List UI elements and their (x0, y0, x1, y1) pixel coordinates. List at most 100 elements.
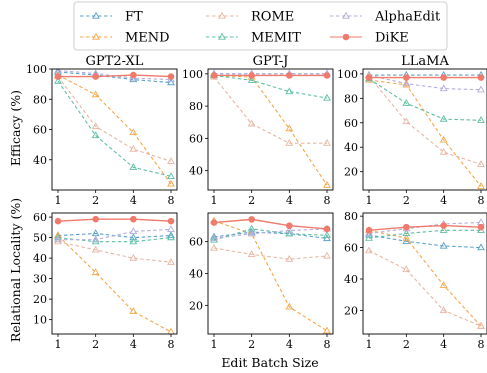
point-dike (167, 73, 175, 80)
legend-marker-alphaedit (342, 11, 350, 19)
point-mend (91, 90, 100, 98)
point-alphaedit (54, 235, 62, 243)
legend-item-mend: MEND (80, 31, 170, 46)
x-tick-label: 2 (248, 338, 255, 351)
series-group-panel-r0-c0 (54, 69, 175, 187)
series-line-dike (58, 74, 172, 78)
point-rome (323, 139, 331, 146)
point-rome (167, 157, 175, 164)
y-tick-label: 100 (337, 68, 358, 81)
series-line-alphaedit (57, 69, 172, 81)
y-tick-label: 60 (344, 117, 358, 130)
point-dike (323, 72, 331, 79)
point-mend (129, 307, 138, 315)
point-memit (365, 233, 373, 241)
point-rome (285, 254, 294, 262)
x-tick-label: 1 (366, 194, 373, 207)
series-line-rome (213, 76, 327, 144)
point-memit (129, 163, 138, 170)
point-rome (129, 253, 138, 261)
y-tick-label: 10 (33, 314, 47, 327)
point-dike (167, 217, 175, 225)
point-dike (248, 216, 255, 223)
point-rome (247, 250, 256, 257)
panel-r1-c0: 10 20 30 40 50 60 1 2 4 8 (33, 211, 178, 351)
series-group-panel-r0-c1 (210, 69, 331, 188)
point-rome (402, 117, 411, 125)
point-rome (439, 306, 448, 314)
series-line-dike (57, 218, 172, 222)
point-dike (440, 222, 447, 229)
x-tick-label: 4 (286, 194, 293, 207)
point-mend (285, 302, 294, 310)
point-ft (167, 231, 175, 239)
y-tick-label: 60 (344, 242, 358, 255)
legend-marker-memit (218, 32, 226, 40)
legend: FT MEND ROME MEMIT AlphaEdit DiKE (73, 1, 448, 51)
point-mend (402, 233, 411, 241)
point-alphaedit (54, 69, 62, 74)
series-line-mend (57, 235, 172, 333)
point-memit (285, 87, 294, 95)
x-tick-label: 1 (55, 338, 62, 351)
point-memit (91, 131, 100, 139)
point-mend (285, 124, 294, 132)
y-tick-label: 80 (189, 100, 203, 113)
legend-marker-mend (92, 32, 100, 40)
point-ft (323, 234, 331, 242)
point-rome (129, 144, 138, 152)
point-dike (403, 223, 410, 231)
legend-item-alphaedit: AlphaEdit (330, 10, 441, 25)
series-line-alphaedit (213, 228, 328, 240)
series-group-panel-r1-c0 (54, 215, 175, 334)
point-dike (477, 223, 485, 231)
legend-marker-ft (92, 11, 100, 19)
series-line-memit (57, 80, 172, 177)
y-tick-label: 40 (189, 268, 203, 281)
legend-item-rome: ROME (206, 10, 294, 25)
point-memit (54, 76, 62, 84)
y-tick-label: 60 (33, 124, 47, 137)
point-memit (129, 237, 138, 245)
point-rome (91, 122, 100, 130)
legend-item-memit: MEMIT (206, 31, 301, 46)
point-mend (129, 128, 138, 136)
series-group-panel-r1-c2 (365, 218, 485, 329)
legend-item-ft: FT (80, 10, 143, 25)
point-dike (54, 73, 62, 80)
legend-item-dike: DiKE (330, 31, 409, 46)
y-tick-label: 80 (344, 210, 358, 223)
point-mend (91, 268, 100, 276)
point-memit (167, 172, 175, 179)
x-tick-label: 1 (211, 338, 218, 351)
y-axis-label-relational-locality: Relational Locality (%) (8, 198, 23, 342)
series-line-memit (213, 228, 328, 241)
point-memit (439, 226, 448, 233)
series-line-mend (213, 74, 328, 186)
point-rome (439, 147, 448, 155)
point-mend (323, 326, 331, 334)
y-tick-label: 20 (189, 299, 203, 312)
point-dike (54, 217, 62, 225)
point-dike (365, 74, 373, 81)
point-alphaedit (285, 226, 294, 234)
legend-label-memit: MEMIT (251, 31, 301, 46)
point-ft (439, 241, 448, 249)
point-mend (439, 135, 448, 143)
point-rome (477, 160, 485, 167)
y-tick-label: 40 (344, 273, 358, 286)
series-line-alphaedit (368, 74, 482, 91)
point-dike (130, 71, 137, 79)
panel-title-gpt-j: GPT-J (253, 54, 289, 69)
point-alphaedit (247, 229, 256, 237)
panel-frame (362, 68, 487, 191)
point-mend (167, 327, 175, 334)
point-dike (248, 72, 255, 79)
point-rome (402, 265, 411, 273)
point-ft (477, 243, 485, 251)
point-rome (365, 246, 373, 254)
point-alphaedit (477, 218, 485, 226)
series-line-ft (213, 231, 328, 240)
point-dike (477, 74, 485, 81)
